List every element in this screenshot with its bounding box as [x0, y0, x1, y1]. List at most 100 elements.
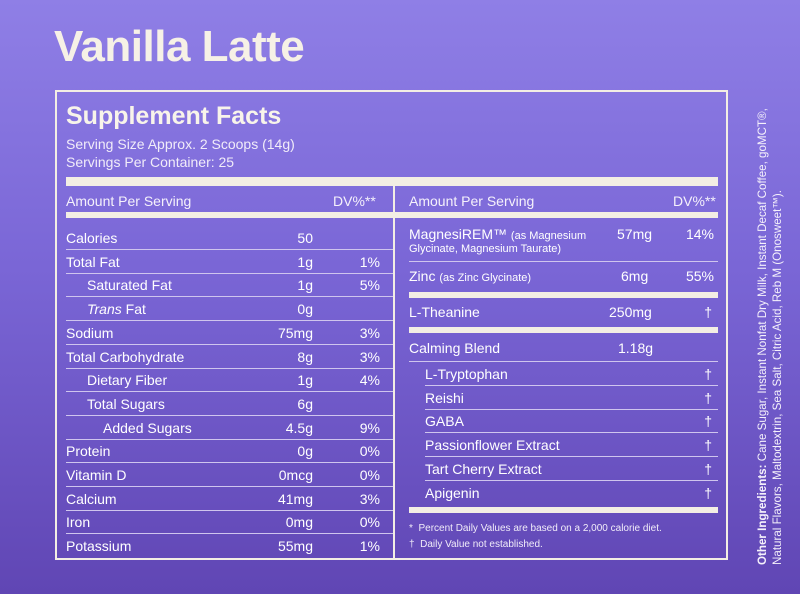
row-dv: 1%	[359, 253, 380, 270]
row-name: Trans Fat	[87, 301, 146, 318]
row-dv: 3%	[359, 324, 380, 341]
footnote-star-text: Percent Daily Values are based on a 2,00…	[418, 523, 662, 534]
nutrition-row: Protein 0g 0%	[66, 439, 393, 464]
row-amount: 1g	[297, 277, 313, 294]
row-dv: †	[704, 460, 712, 477]
nutrition-row: Trans Fat 0g	[66, 297, 393, 322]
row-dv: 1%	[359, 538, 380, 555]
row-l-theanine: L-Theanine 250mg †	[409, 300, 718, 324]
row-name: Calories	[66, 230, 118, 246]
nutrition-row: Potassium 55mg 1%	[66, 534, 393, 558]
dv-header: DV%**	[673, 193, 716, 209]
nutrition-row: Sodium 75mg 3%	[66, 321, 393, 345]
section-bar	[409, 327, 718, 333]
row-amount: 57mg	[617, 226, 653, 242]
section-bar	[409, 292, 718, 298]
section-bar	[409, 507, 718, 513]
row-name: Dietary Fiber	[87, 372, 168, 389]
footnote-dagger-symbol: †	[409, 539, 415, 550]
row-detail: (as Zinc Glycinate)	[439, 272, 532, 284]
nutrition-column: Amount Per Serving DV%** Calories 50 Total…	[57, 186, 393, 558]
row-name: MagnesiREM™	[409, 226, 508, 242]
row-amount: 6mg	[621, 268, 649, 284]
footnote-star-symbol: *	[409, 523, 413, 534]
row-name: Vitamin D	[66, 467, 127, 483]
row-dv: 3%	[359, 490, 380, 507]
supplement-facts-panel: Supplement Facts Serving Size Approx. 2 …	[55, 90, 728, 560]
row-name: Calming Blend	[409, 340, 501, 356]
row-dv: 4%	[359, 372, 380, 389]
row-name: GABA	[425, 413, 464, 430]
row-name: Protein	[66, 443, 111, 460]
row-amount: 1.18g	[618, 340, 654, 356]
amount-per-serving-header: Amount Per Serving	[66, 193, 192, 209]
serving-size: Serving Size Approx. 2 Scoops (14g)	[66, 136, 295, 152]
nutrition-row: Iron 0mg 0%	[66, 510, 393, 535]
blend-item-row: Reishi †	[425, 386, 718, 410]
footnote-dagger-text: Daily Value not established.	[420, 539, 543, 550]
footnote-percent-dv: * Percent Daily Values are based on a 2,…	[409, 523, 662, 534]
row-name: Total Sugars	[87, 395, 165, 412]
blend-item-row: GABA †	[425, 409, 718, 434]
thick-divider	[66, 177, 718, 186]
row-amount: 0mcg	[278, 467, 313, 483]
row-amount: 4.5g	[285, 419, 313, 436]
nutrition-row: Calories 50	[66, 226, 393, 250]
row-name: Calcium	[66, 490, 117, 507]
blend-item-row: L-Tryptophan †	[425, 362, 718, 386]
row-zinc: Zinc (as Zinc Glycinate) 6mg 55%	[409, 264, 718, 288]
row-amount: 1g	[297, 372, 313, 389]
row-name: Passionflower Extract	[425, 437, 560, 454]
row-name: Tart Cherry Extract	[425, 460, 542, 477]
row-name: Total Fat	[66, 253, 120, 270]
row-name: Total Carbohydrate	[66, 348, 185, 365]
row-amount: 55mg	[277, 538, 313, 555]
blend-item-row: Apigenin †	[425, 481, 718, 505]
nutrition-row: Vitamin D 0mcg 0%	[66, 463, 393, 487]
row-amount: 50	[297, 230, 313, 246]
blend-item-row: Passionflower Extract †	[425, 433, 718, 458]
row-amount: 8g	[297, 348, 313, 365]
row-amount: 250mg	[609, 304, 652, 320]
row-name: L-Theanine	[409, 304, 480, 320]
row-dv: 55%	[685, 268, 714, 284]
row-dv: 9%	[359, 419, 380, 436]
row-detail: (as Magnesium	[510, 230, 587, 242]
row-calming-blend: Calming Blend 1.18g	[409, 336, 718, 362]
nutrition-row: Total Fat 1g 1%	[66, 250, 393, 274]
ingredients-label: Other Ingredients:	[756, 464, 769, 566]
row-dv: 14%	[685, 226, 714, 242]
row-name: Iron	[66, 514, 91, 531]
row-amount: 75mg	[277, 324, 313, 341]
row-name: Zinc	[409, 268, 436, 284]
row-amount: 0g	[297, 301, 313, 318]
servings-per-container: Servings Per Container: 25	[66, 154, 235, 170]
facts-title: Supplement Facts	[66, 102, 282, 130]
row-name: Apigenin	[425, 484, 480, 501]
amount-per-serving-header: Amount Per Serving	[409, 193, 535, 209]
row-name: Potassium	[66, 538, 132, 555]
row-dv: 0%	[359, 443, 380, 460]
nutrition-row: Total Carbohydrate 8g 3%	[66, 345, 393, 369]
column-divider	[393, 186, 395, 558]
footnote-dagger: † Daily Value not established.	[409, 539, 543, 550]
row-amount: 1g	[297, 253, 313, 270]
row-dv: †	[704, 304, 712, 320]
supplement-column: Amount Per Serving DV%** MagnesiREM™ (as…	[395, 186, 726, 558]
row-dv: 3%	[359, 348, 380, 365]
row-dv: †	[704, 413, 712, 430]
row-dv: 0%	[359, 467, 380, 483]
dv-header: DV%**	[333, 193, 376, 209]
blend-item-row: Tart Cherry Extract †	[425, 457, 718, 481]
row-name: Saturated Fat	[87, 277, 172, 294]
row-magnesirem: MagnesiREM™ (as Magnesium Glycinate, Mag…	[409, 224, 718, 262]
row-name: Reishi	[425, 389, 464, 406]
row-name: L-Tryptophan	[425, 366, 508, 382]
product-title: Vanilla Latte	[54, 22, 305, 71]
row-dv: †	[704, 484, 712, 501]
row-amount: 41mg	[277, 490, 313, 507]
row-dv: †	[704, 389, 712, 406]
row-amount: 0mg	[285, 514, 313, 531]
row-amount: 6g	[297, 395, 313, 412]
row-dv: †	[704, 366, 712, 382]
